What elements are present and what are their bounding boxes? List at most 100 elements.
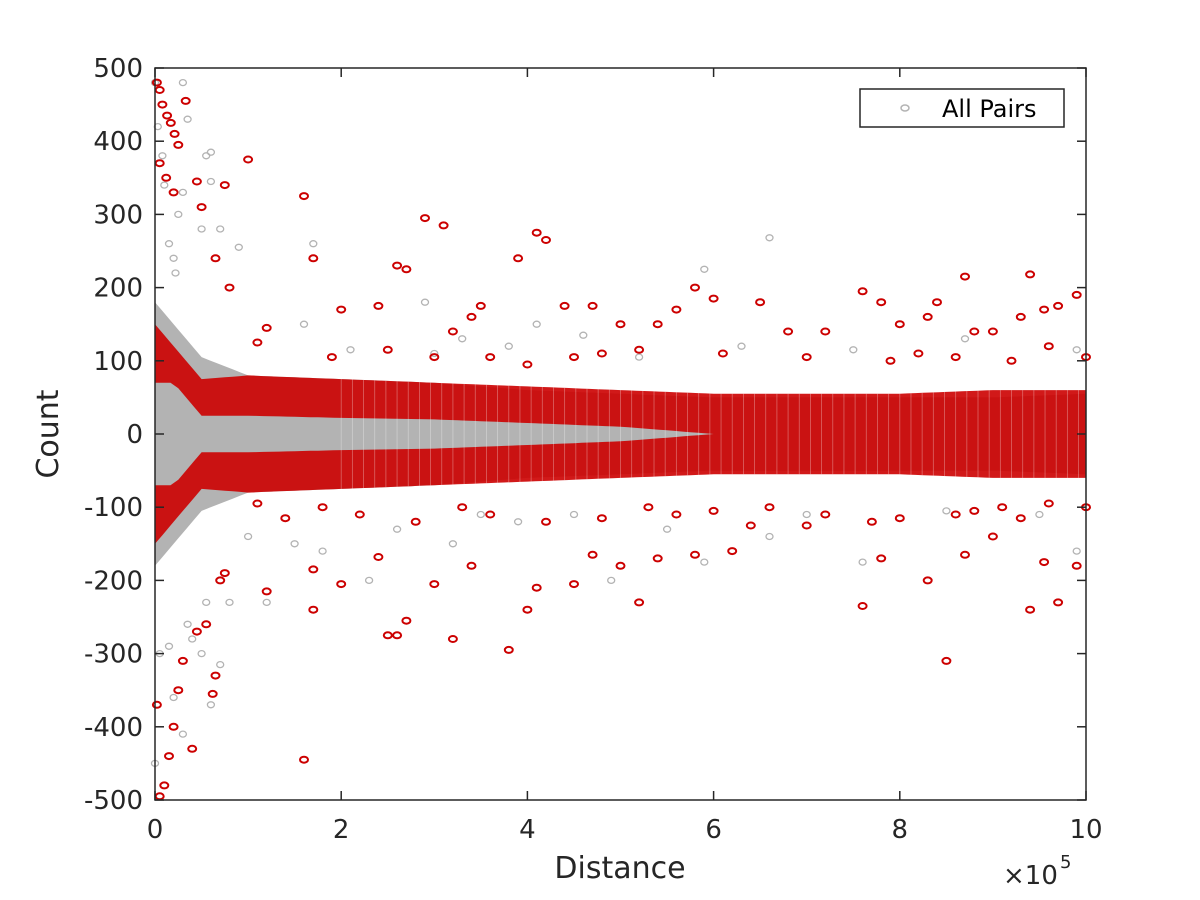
- highlighted-point: [1015, 514, 1026, 523]
- legend-box: [859, 88, 1065, 128]
- highlighted-point: [857, 602, 868, 610]
- all-pairs-point: [700, 265, 709, 273]
- highlighted-point: [941, 656, 952, 665]
- all-pairs-point: [169, 693, 178, 702]
- highlighted-point: [997, 503, 1008, 512]
- x-exponent-base: ×10: [1003, 861, 1058, 891]
- highlighted-point: [820, 327, 831, 336]
- y-tick-label: 300: [93, 200, 143, 230]
- highlighted-point: [168, 722, 179, 731]
- highlighted-point: [922, 312, 933, 321]
- highlighted-point: [299, 192, 309, 201]
- ticks-layer: 0 2 4 6 8 10 -500 -400 -300 -200 -100 0 100 200 300 400…: [84, 54, 1103, 845]
- highlighted-point: [457, 503, 468, 512]
- highlighted-point: [207, 689, 218, 698]
- all-pairs-point: [960, 335, 970, 343]
- all-pairs-point: [174, 210, 183, 219]
- highlighted-point: [485, 510, 496, 519]
- points-layer: [150, 78, 1091, 801]
- highlighted-point: [438, 221, 449, 230]
- x-tick-label: 2: [333, 815, 350, 845]
- highlighted-point: [466, 312, 477, 321]
- highlighted-point: [219, 181, 230, 190]
- all-pairs-point: [532, 320, 541, 328]
- all-pairs-point: [178, 188, 188, 197]
- highlighted-point: [336, 580, 347, 589]
- all-pairs-point: [216, 660, 225, 669]
- highlighted-point: [522, 360, 533, 369]
- x-tick-label: 8: [892, 815, 909, 845]
- highlighted-point: [690, 550, 700, 559]
- highlighted-point: [708, 294, 719, 303]
- highlighted-point: [569, 580, 579, 589]
- highlighted-point: [1053, 301, 1064, 310]
- all-pairs-point: [169, 254, 178, 262]
- all-pairs-point: [802, 510, 811, 519]
- highlighted-point: [801, 353, 812, 362]
- all-pairs-point: [160, 181, 169, 189]
- highlighted-point: [1039, 305, 1050, 314]
- all-pairs-point: [662, 525, 672, 533]
- all-pairs-point: [234, 243, 243, 251]
- band-layer: [155, 302, 1086, 566]
- all-pairs-point: [158, 152, 167, 160]
- y-tick-label: 200: [93, 274, 143, 304]
- all-pairs-point: [299, 320, 309, 328]
- all-pairs-point: [197, 225, 206, 233]
- highlighted-point: [151, 78, 162, 87]
- highlighted-point: [587, 550, 598, 559]
- highlighted-point: [317, 503, 328, 512]
- all-pairs-point: [476, 510, 485, 519]
- x-tick-label: 4: [519, 815, 536, 845]
- all-pairs-point: [849, 346, 858, 354]
- highlighted-point: [165, 118, 176, 127]
- highlighted-point: [708, 506, 719, 515]
- highlighted-point: [210, 254, 221, 263]
- highlighted-point: [191, 627, 202, 636]
- highlighted-point: [336, 305, 347, 314]
- all-pairs-point: [579, 331, 588, 339]
- all-pairs-point: [206, 177, 216, 186]
- all-pairs-point: [243, 532, 253, 541]
- highlighted-point: [745, 521, 756, 530]
- y-tick-label: 500: [93, 54, 143, 84]
- legend: All Pairs: [859, 88, 1065, 128]
- highlighted-point: [634, 345, 645, 354]
- highlighted-point: [215, 576, 226, 585]
- all-pairs-point: [188, 635, 197, 643]
- highlighted-point: [401, 265, 412, 274]
- highlighted-point: [201, 620, 212, 629]
- all-pairs-point: [458, 335, 467, 343]
- highlighted-point: [569, 353, 579, 362]
- highlighted-point: [950, 510, 961, 519]
- highlighted-point: [727, 547, 738, 556]
- highlighted-point: [169, 129, 180, 138]
- y-tick-label: 100: [93, 347, 143, 377]
- all-pairs-point: [216, 225, 225, 233]
- highlighted-point: [354, 510, 365, 519]
- all-pairs-point: [858, 558, 867, 566]
- highlighted-point: [252, 499, 263, 508]
- highlighted-point: [950, 353, 961, 362]
- highlighted-point: [1015, 312, 1026, 321]
- y-tick-label: 0: [126, 420, 143, 450]
- highlighted-point: [373, 301, 384, 310]
- all-pairs-point: [290, 540, 299, 548]
- highlighted-point: [1025, 605, 1036, 614]
- highlighted-point: [401, 616, 412, 625]
- y-tick-label: -500: [84, 786, 143, 816]
- all-pairs-point: [171, 269, 180, 277]
- highlighted-point: [960, 550, 970, 559]
- highlighted-point: [196, 203, 207, 212]
- y-tick-label: -200: [84, 566, 143, 596]
- all-pairs-point: [448, 540, 458, 548]
- highlighted-point: [987, 327, 998, 336]
- highlighted-point: [429, 353, 440, 362]
- highlighted-point: [308, 254, 319, 263]
- all-pairs-point: [318, 547, 327, 555]
- highlighted-point: [922, 576, 933, 585]
- highlighted-point: [261, 323, 272, 332]
- all-pairs-point: [700, 558, 709, 566]
- highlighted-point: [503, 645, 514, 654]
